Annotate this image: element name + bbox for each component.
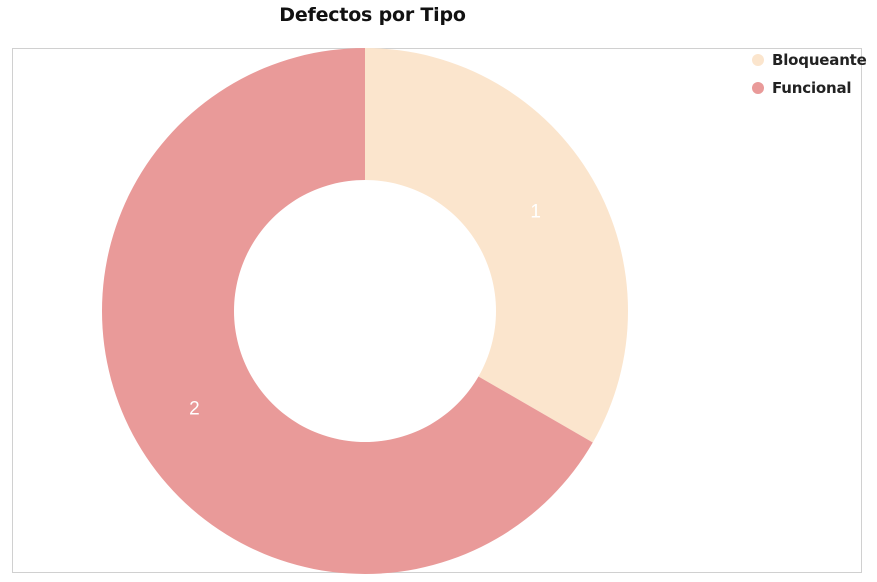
legend-swatch-funcional bbox=[752, 82, 764, 94]
data-label-bloqueante: 1 bbox=[530, 202, 541, 223]
slice-funcional[interactable] bbox=[101, 48, 593, 574]
data-label-funcional: 2 bbox=[189, 399, 200, 420]
slice-bloqueante[interactable] bbox=[365, 48, 628, 443]
legend-item-funcional[interactable]: Funcional bbox=[752, 74, 867, 102]
legend-swatch-bloqueante bbox=[752, 54, 764, 66]
legend-item-bloqueante[interactable]: Bloqueante bbox=[752, 46, 867, 74]
chart-title: Defectos por Tipo bbox=[279, 4, 466, 26]
legend: Bloqueante Funcional bbox=[752, 46, 867, 102]
legend-label-funcional: Funcional bbox=[772, 79, 852, 97]
legend-label-bloqueante: Bloqueante bbox=[772, 51, 867, 69]
